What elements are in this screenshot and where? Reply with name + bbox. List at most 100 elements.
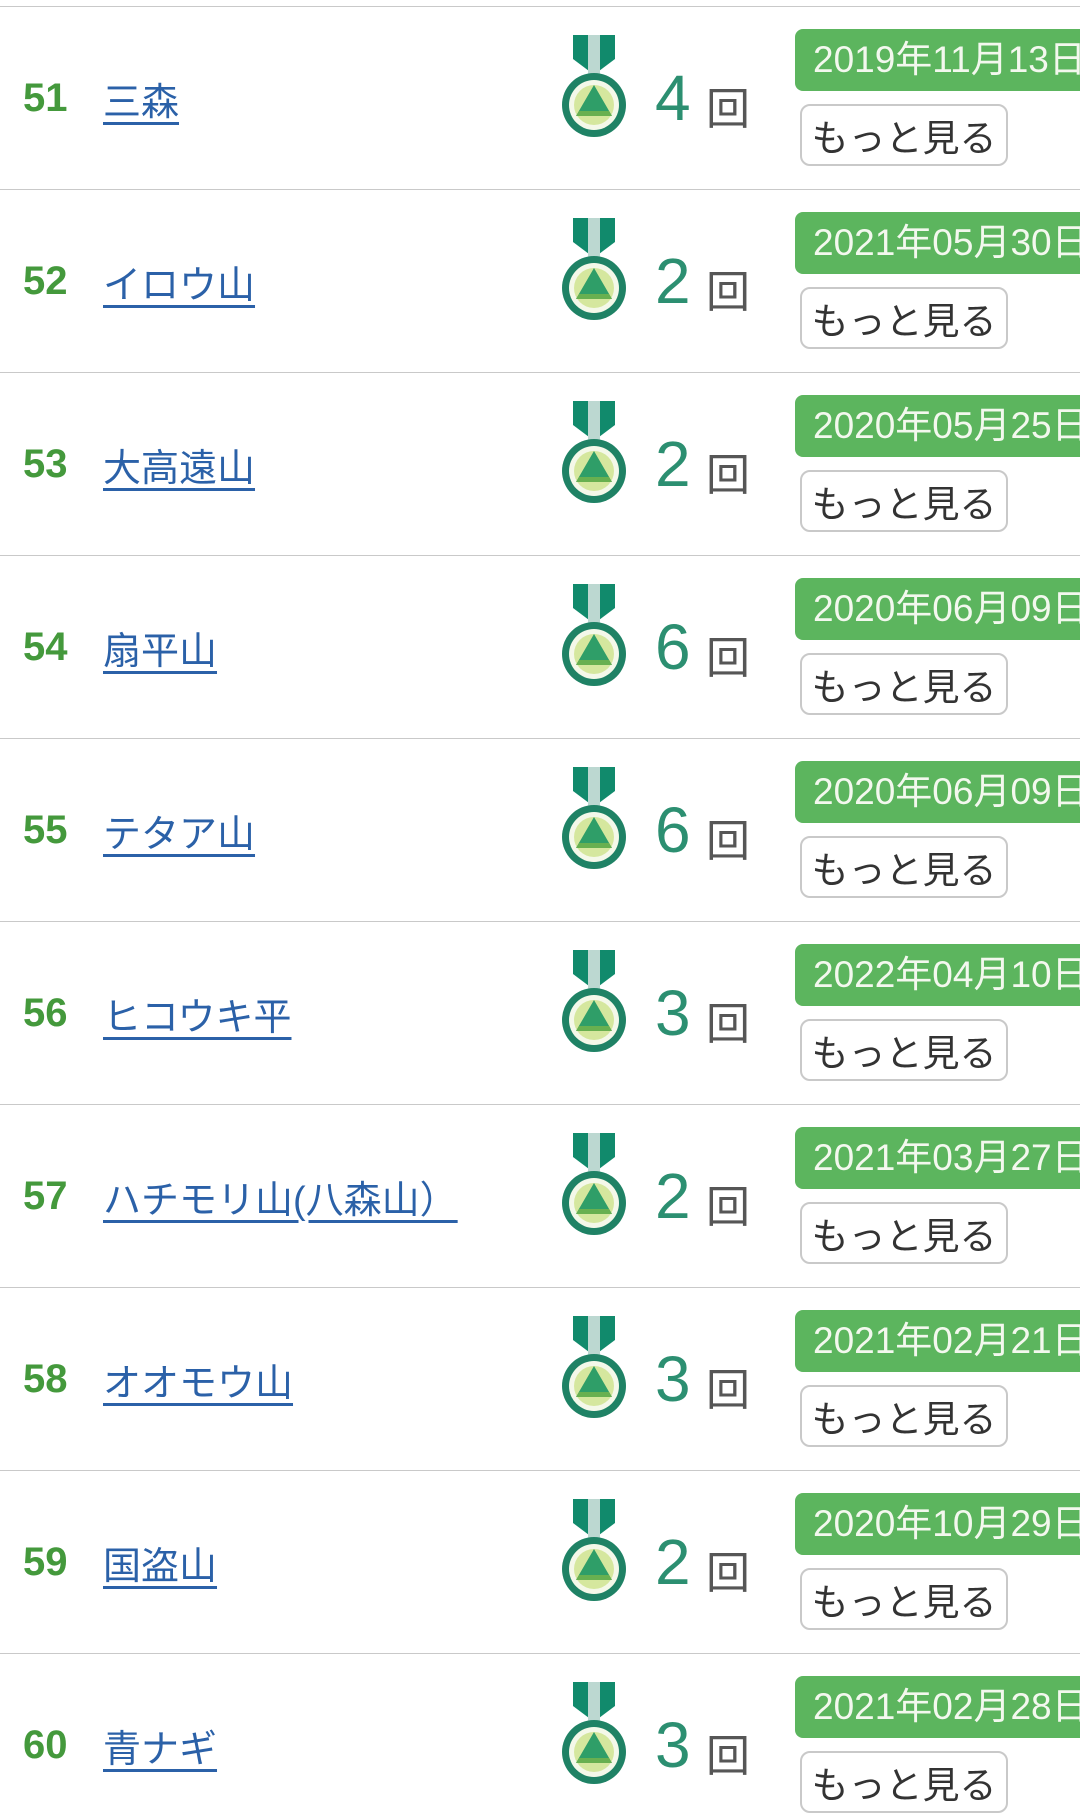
more-button[interactable]: もっと見る: [800, 1751, 1008, 1813]
rank-number: 58: [23, 1356, 68, 1401]
more-button[interactable]: もっと見る: [800, 1568, 1008, 1630]
mountain-name-cell: テタア山: [103, 739, 255, 921]
medal-icon: [562, 950, 626, 1052]
climb-count: 3: [655, 1709, 691, 1781]
last-climbed-date-badge: 2021年05月30日: [795, 212, 1080, 274]
more-button[interactable]: もっと見る: [800, 1202, 1008, 1264]
date-and-more-column: 2021年02月21日 もっと見る: [795, 1310, 1080, 1447]
climb-count-unit: 回: [706, 1000, 750, 1049]
climb-count: 4: [655, 62, 691, 134]
mountain-name-cell: 青ナギ: [103, 1654, 217, 1814]
more-button[interactable]: もっと見る: [800, 836, 1008, 898]
date-and-more-column: 2020年05月25日 もっと見る: [795, 395, 1080, 532]
climb-count-unit: 回: [706, 817, 750, 866]
last-climbed-date-badge: 2020年06月09日: [795, 578, 1080, 640]
mountain-name-cell: 国盗山: [103, 1471, 217, 1653]
mountain-name-cell: ハチモリ山(八森山）: [103, 1105, 458, 1287]
date-and-more-column: 2021年03月27日 もっと見る: [795, 1127, 1080, 1264]
mountain-name-link[interactable]: 国盗山: [103, 1545, 218, 1588]
mountain-row: 57 ハチモリ山(八森山） 2 回 2021年03月27日 もっと見る: [0, 1104, 1080, 1287]
more-button[interactable]: もっと見る: [800, 287, 1008, 349]
mountain-name-link[interactable]: 大高遠山: [103, 447, 256, 490]
more-button[interactable]: もっと見る: [800, 470, 1008, 532]
medal-icon: [562, 218, 626, 320]
climb-count: 3: [655, 1343, 691, 1415]
more-button[interactable]: もっと見る: [800, 104, 1008, 166]
mountain-name-cell: 大高遠山: [103, 373, 255, 555]
mountain-row: 52 イロウ山 2 回 2021年05月30日 もっと見る: [0, 189, 1080, 372]
last-climbed-date-badge: 2021年02月28日: [795, 1676, 1080, 1738]
rank-number: 59: [23, 1539, 68, 1584]
last-climbed-date-badge: 2021年02月21日: [795, 1310, 1080, 1372]
more-button[interactable]: もっと見る: [800, 653, 1008, 715]
mountain-name-cell: オオモウ山: [103, 1288, 293, 1470]
climb-count-unit: 回: [706, 85, 750, 134]
last-climbed-date-badge: 2020年06月09日: [795, 761, 1080, 823]
medal-icon: [562, 1682, 626, 1784]
rank-number: 52: [23, 258, 68, 303]
mountain-name-link[interactable]: イロウ山: [103, 264, 256, 307]
more-button[interactable]: もっと見る: [800, 1019, 1008, 1081]
mountain-row: 59 国盗山 2 回 2020年10月29日 もっと見る: [0, 1470, 1080, 1653]
date-and-more-column: 2020年10月29日 もっと見る: [795, 1493, 1080, 1630]
date-and-more-column: 2020年06月09日 もっと見る: [795, 578, 1080, 715]
medal-icon: [562, 401, 626, 503]
mountain-name-cell: 扇平山: [103, 556, 217, 738]
mountain-row: 55 テタア山 6 回 2020年06月09日 もっと見る: [0, 738, 1080, 921]
mountain-row: 60 青ナギ 3 回 2021年02月28日 もっと見る: [0, 1653, 1080, 1814]
rank-number: 56: [23, 990, 68, 1035]
mountain-row: 51 三森 4 回 2019年11月13日 もっと見る: [0, 6, 1080, 189]
rank-number: 60: [23, 1722, 68, 1767]
climb-count: 2: [655, 428, 691, 500]
last-climbed-date-badge: 2021年03月27日: [795, 1127, 1080, 1189]
climb-count-unit: 回: [706, 1366, 750, 1415]
mountain-row: 56 ヒコウキ平 3 回 2022年04月10日 もっと見る: [0, 921, 1080, 1104]
climb-count: 3: [655, 977, 691, 1049]
climb-count: 6: [655, 794, 691, 866]
medal-icon: [562, 1133, 626, 1235]
date-and-more-column: 2021年05月30日 もっと見る: [795, 212, 1080, 349]
rank-number: 51: [23, 75, 68, 120]
mountain-row: 54 扇平山 6 回 2020年06月09日 もっと見る: [0, 555, 1080, 738]
climb-count: 6: [655, 611, 691, 683]
more-button[interactable]: もっと見る: [800, 1385, 1008, 1447]
mountain-name-cell: 三森: [103, 7, 179, 189]
medal-icon: [562, 767, 626, 869]
mountain-name-link[interactable]: 三森: [103, 81, 180, 124]
medal-icon: [562, 584, 626, 686]
mountain-name-link[interactable]: ハチモリ山(八森山）: [103, 1179, 458, 1222]
climb-count: 2: [655, 1160, 691, 1232]
climb-count-unit: 回: [706, 634, 750, 683]
medal-icon: [562, 1316, 626, 1418]
climb-count-unit: 回: [706, 1549, 750, 1598]
rank-number: 54: [23, 624, 68, 669]
climb-count-unit: 回: [706, 1183, 750, 1232]
last-climbed-date-badge: 2022年04月10日: [795, 944, 1080, 1006]
rank-number: 57: [23, 1173, 68, 1218]
mountain-list: 51 三森 4 回 2019年11月13日 もっと見る 52 イロウ山: [0, 6, 1080, 1814]
climb-count: 2: [655, 1526, 691, 1598]
date-and-more-column: 2019年11月13日 もっと見る: [795, 29, 1080, 166]
date-and-more-column: 2021年02月28日 もっと見る: [795, 1676, 1080, 1813]
mountain-name-link[interactable]: 扇平山: [103, 630, 218, 673]
medal-icon: [562, 35, 626, 137]
mountain-name-link[interactable]: ヒコウキ平: [103, 996, 292, 1039]
mountain-row: 58 オオモウ山 3 回 2021年02月21日 もっと見る: [0, 1287, 1080, 1470]
medal-icon: [562, 1499, 626, 1601]
mountain-name-link[interactable]: テタア山: [103, 813, 256, 856]
climb-count: 2: [655, 245, 691, 317]
climb-count-unit: 回: [706, 1732, 750, 1781]
rank-number: 53: [23, 441, 68, 486]
last-climbed-date-badge: 2020年05月25日: [795, 395, 1080, 457]
mountain-name-cell: ヒコウキ平: [103, 922, 291, 1104]
mountain-name-link[interactable]: 青ナギ: [103, 1728, 218, 1771]
rank-number: 55: [23, 807, 68, 852]
mountain-row: 53 大高遠山 2 回 2020年05月25日 もっと見る: [0, 372, 1080, 555]
last-climbed-date-badge: 2019年11月13日: [795, 29, 1080, 91]
mountain-name-link[interactable]: オオモウ山: [103, 1362, 294, 1405]
date-and-more-column: 2020年06月09日 もっと見る: [795, 761, 1080, 898]
last-climbed-date-badge: 2020年10月29日: [795, 1493, 1080, 1555]
date-and-more-column: 2022年04月10日 もっと見る: [795, 944, 1080, 1081]
climb-count-unit: 回: [706, 268, 750, 317]
